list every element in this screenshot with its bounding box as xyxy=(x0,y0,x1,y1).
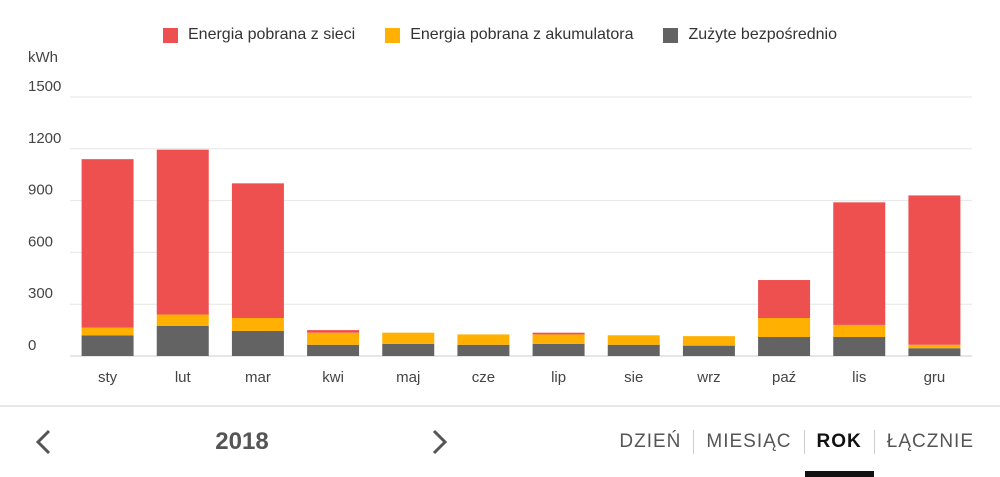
bar-segment xyxy=(231,330,284,356)
chevron-left-icon xyxy=(35,429,51,455)
y-tick-label: 1200 xyxy=(28,130,61,147)
bar-segment xyxy=(382,332,435,344)
bar-segment xyxy=(758,280,811,319)
bar-segment xyxy=(156,325,209,356)
bar-segment xyxy=(682,345,735,356)
x-tick-label: sie xyxy=(624,369,643,386)
prev-year-button[interactable] xyxy=(28,425,58,459)
bar-segment xyxy=(833,324,886,338)
bar-segment xyxy=(532,343,585,356)
x-tick-label: lis xyxy=(852,369,866,386)
chart-plot: kWh 0 300 600 900 1200 1500 sty lut mar kwi maj cze l… xyxy=(28,49,972,386)
y-tick-label: 300 xyxy=(28,285,53,302)
bar-segment xyxy=(156,149,209,315)
legend-swatch-grid xyxy=(163,27,178,43)
legend-swatch-direct xyxy=(663,27,679,43)
bar-segment xyxy=(457,344,510,356)
x-tick-label: paź xyxy=(772,369,796,386)
tab-divider xyxy=(693,430,695,454)
legend-item-grid[interactable]: Energia pobrana z sieci xyxy=(163,26,355,44)
bar-segment xyxy=(231,318,284,331)
period-tabs: DZIEŃ MIESIĄC ROK ŁĄCZNIE xyxy=(607,422,986,477)
chevron-right-icon xyxy=(432,429,448,455)
bar-segment xyxy=(908,195,961,345)
bar-segment xyxy=(758,337,811,356)
bar-segment xyxy=(908,348,961,356)
period-nav-bar: 2018 DZIEŃ MIESIĄC ROK ŁĄCZNIE xyxy=(0,405,1000,477)
tab-total[interactable]: ŁĄCZNIE xyxy=(886,431,974,452)
bar-segment xyxy=(382,343,435,356)
x-tick-label: mar xyxy=(245,369,271,386)
bar-segment xyxy=(532,334,585,344)
next-year-button[interactable] xyxy=(425,425,455,459)
bar-segment xyxy=(908,344,961,349)
y-tick-label: 0 xyxy=(28,337,36,354)
y-tick-label: 900 xyxy=(28,182,53,199)
bar-segment xyxy=(156,314,209,326)
tab-month[interactable]: MIESIĄC xyxy=(706,431,792,452)
bar-segment xyxy=(81,159,134,328)
x-tick-label: sty xyxy=(98,369,118,386)
chart-area: Energia pobrana z sieci Energia pobrana … xyxy=(0,26,1000,386)
bar-segment xyxy=(81,335,134,356)
year-label: 2018 xyxy=(215,428,269,455)
bar-segment xyxy=(607,344,660,356)
x-tick-label: wrz xyxy=(696,369,720,386)
bar-segment xyxy=(307,330,360,333)
bar-segment xyxy=(231,183,284,319)
tab-year[interactable]: ROK xyxy=(804,422,874,477)
bar-segment xyxy=(532,332,585,335)
x-tick-label: lut xyxy=(175,369,192,386)
legend-label-battery: Energia pobrana z akumulatora xyxy=(410,26,634,43)
bar-segment xyxy=(682,336,735,346)
bar-segment xyxy=(457,334,510,345)
bar-segment xyxy=(81,327,134,336)
legend-label-grid: Energia pobrana z sieci xyxy=(188,26,356,43)
x-tick-label: maj xyxy=(396,369,420,386)
bar-segment xyxy=(758,318,811,338)
bar-segment xyxy=(607,335,660,345)
legend-item-battery[interactable]: Energia pobrana z akumulatora xyxy=(385,26,633,44)
tab-day[interactable]: DZIEŃ xyxy=(619,431,682,452)
x-tick-label: lip xyxy=(551,369,566,386)
tab-divider xyxy=(803,430,805,454)
x-tick-label: gru xyxy=(924,369,946,386)
y-tick-label: 600 xyxy=(28,233,53,250)
chart-legend: Energia pobrana z sieci Energia pobrana … xyxy=(0,26,1000,44)
legend-label-direct: Zużyte bezpośrednio xyxy=(688,26,837,43)
bar-segment xyxy=(307,344,360,356)
y-tick-label: 1500 xyxy=(28,78,61,95)
bar-segment xyxy=(307,332,360,345)
tab-divider xyxy=(873,430,875,454)
legend-item-direct[interactable]: Zużyte bezpośrednio xyxy=(663,26,837,44)
legend-swatch-battery xyxy=(385,27,401,43)
x-tick-label: kwi xyxy=(322,369,344,386)
y-axis-unit-label: kWh xyxy=(28,49,58,66)
bar-segment xyxy=(833,202,886,325)
x-tick-label: cze xyxy=(472,369,495,386)
bar-segment xyxy=(833,337,886,356)
